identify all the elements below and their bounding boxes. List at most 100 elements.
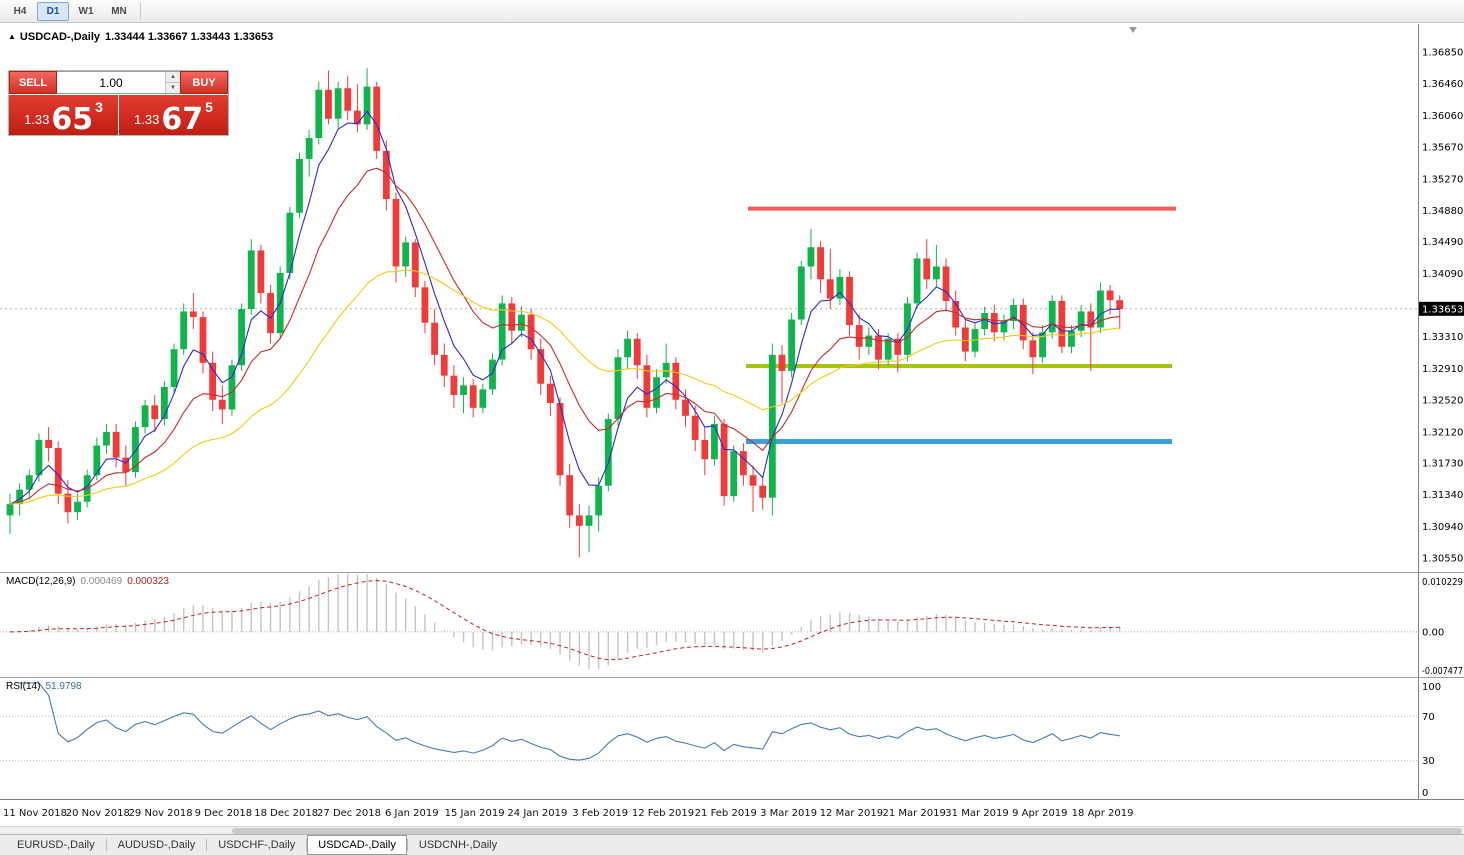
scrollbar-thumb[interactable] — [232, 828, 1462, 834]
candle-body — [952, 301, 960, 328]
bid-price-digits: 65 — [51, 101, 94, 137]
timeframe-button-h4[interactable]: H4 — [13, 5, 27, 17]
candle-body — [1087, 311, 1095, 328]
time-axis-label: 6 Jan 2019 — [385, 808, 439, 819]
candle-body — [35, 439, 43, 476]
candle-body — [575, 515, 583, 526]
chart-tab-eurusd-daily[interactable]: EURUSD-,Daily — [17, 839, 95, 851]
time-axis[interactable]: 11 Nov 2018 20 Nov 2018 29 Nov 2018 9 Dec 2… — [0, 799, 1464, 826]
candle-body — [267, 292, 274, 334]
ask-quote-button[interactable]: 1.33 67 5 — [119, 95, 228, 135]
candle-body — [54, 447, 62, 494]
chart-tab-usdcnh-daily[interactable]: USDCNH-,Daily — [418, 839, 498, 851]
time-axis-label: 11 Nov 2018 — [2, 808, 68, 819]
volume-decrease-button[interactable]: ▼ — [166, 83, 180, 93]
price-tick-label: 1.36060 — [1422, 111, 1463, 122]
time-axis-label: 24 Jan 2019 — [507, 808, 568, 819]
candle-body — [884, 338, 892, 360]
candle-body — [431, 322, 438, 355]
time-axis-label: 31 Mar 2019 — [945, 808, 1009, 819]
candle-body — [325, 89, 332, 119]
candle-body — [64, 493, 72, 513]
chart-tab-audusd-daily[interactable]: AUDUSD-,Daily — [117, 839, 196, 851]
macd-canvas[interactable]: 0.010229 0.00 -0.007477 — [0, 573, 1464, 677]
timeframe-button-mn[interactable]: MN — [111, 5, 127, 17]
macd-indicator-panel: 0.010229 0.00 -0.007477 MACD(12,26,9) 0.000… — [0, 572, 1464, 677]
macd-label: MACD(12,26,9) 0.000469 0.000323 — [6, 576, 169, 587]
buy-button[interactable]: BUY — [180, 71, 228, 94]
chart-title: ▲ USDCAD-,Daily 1.33444 1.33667 1.33443 1.… — [8, 31, 273, 43]
chart-tab-usdchf-daily[interactable]: USDCHF-,Daily — [218, 839, 296, 851]
candle-body — [141, 405, 149, 428]
bid-price-prefix: 1.33 — [24, 112, 50, 127]
candle-body — [1058, 301, 1066, 347]
candle-body — [363, 86, 371, 125]
timeframe-button-w1[interactable]: W1 — [78, 5, 94, 17]
candle-body — [740, 451, 747, 476]
ma-line-ema-mid — [9, 167, 1120, 505]
chart-title-symbol: USDCAD-,Daily — [19, 31, 100, 43]
time-axis-label: 12 Mar 2019 — [819, 808, 884, 819]
candle-body — [93, 445, 101, 476]
time-axis-label: 9 Apr 2019 — [1012, 808, 1068, 819]
candle-body — [286, 212, 294, 273]
candle-body — [440, 354, 448, 376]
candle-body — [720, 423, 728, 497]
candle-body — [807, 247, 815, 267]
candle-body — [334, 88, 342, 119]
candle-body — [643, 365, 651, 408]
price-tick-label: 1.34880 — [1422, 206, 1463, 217]
candle-body — [981, 313, 989, 330]
volume-increase-button[interactable]: ▲ — [166, 72, 180, 83]
time-axis-label: 18 Dec 2018 — [254, 808, 319, 819]
price-chart-canvas[interactable]: 1.36850 1.36460 1.36060 1.35670 1.35270 1.348… — [0, 24, 1464, 572]
candle-body — [759, 485, 767, 498]
price-tick-label: 1.34090 — [1422, 269, 1463, 280]
rsi-canvas[interactable]: 100 70 30 0 — [0, 678, 1464, 799]
candle-body — [228, 365, 236, 410]
candle-body — [508, 303, 516, 331]
timeframe-button-group: H4 D1 W1 MN — [4, 1, 135, 21]
candle-body — [653, 377, 660, 408]
candle-body — [797, 266, 805, 320]
rsi-scale-label: 70 — [1422, 712, 1435, 723]
current-price-badge — [1419, 301, 1464, 316]
candle-body — [257, 250, 265, 293]
candle-body — [344, 88, 352, 111]
candle-body — [778, 354, 786, 371]
candle-body — [6, 504, 14, 516]
candle-body — [460, 385, 467, 395]
candle-body — [527, 314, 535, 350]
candle-body — [1116, 300, 1124, 310]
time-axis-label: 9 Dec 2018 — [194, 808, 253, 819]
price-tick-label: 1.35670 — [1422, 142, 1463, 153]
chevron-down-icon: ▼ — [170, 85, 176, 91]
candle-body — [1068, 330, 1075, 347]
timeframe-button-d1[interactable]: D1 — [37, 1, 69, 21]
horizontal-scrollbar[interactable] — [0, 826, 1464, 834]
candle-body — [730, 451, 738, 497]
tab-separator — [406, 839, 408, 851]
volume-input[interactable]: 1.00 ▲ ▼ — [57, 71, 180, 94]
candle-body — [238, 309, 245, 366]
candle-body — [875, 335, 882, 360]
candle-body — [855, 325, 863, 347]
candle-body — [826, 279, 834, 299]
rsi-line — [19, 682, 1120, 761]
candle-body — [518, 314, 525, 331]
chevron-up-icon: ▲ — [170, 74, 176, 80]
chart-shift-marker-icon — [1129, 27, 1137, 33]
candle-body — [624, 338, 631, 358]
bid-quote-button[interactable]: 1.33 65 3 — [9, 95, 118, 135]
candle-body — [180, 311, 188, 350]
candle-body — [846, 276, 853, 326]
volume-value[interactable]: 1.00 — [99, 75, 123, 90]
price-tick-label: 1.34490 — [1422, 237, 1463, 248]
sell-button[interactable]: SELL — [9, 71, 57, 94]
candle-body — [296, 158, 303, 213]
chart-tab-usdcad-daily[interactable]: USDCAD-,Daily — [307, 835, 407, 855]
candle-body — [749, 475, 757, 486]
price-tick-label: 1.32120 — [1422, 427, 1463, 438]
time-axis-label: 21 Mar 2019 — [882, 808, 946, 819]
candle-body — [498, 303, 506, 360]
